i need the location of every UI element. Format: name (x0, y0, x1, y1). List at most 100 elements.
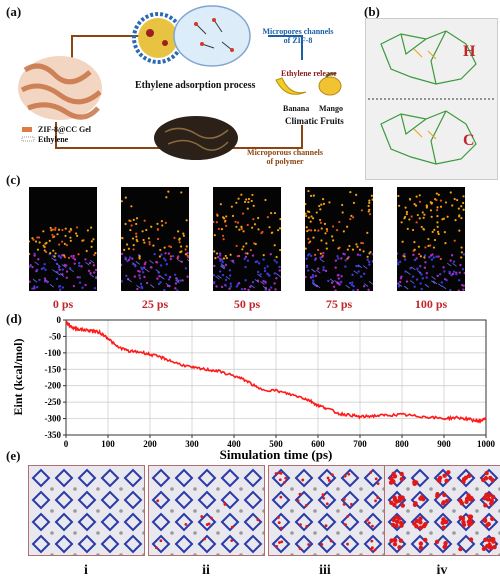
panel-b-structures (365, 18, 498, 180)
energy-curve-series (65, 320, 487, 424)
chart-ticks: 0 100 200 300 400 500 600 700 800 900 1000 0 -50 -100… (45, 315, 496, 449)
polymer-label-line1: Microporous channels (247, 148, 323, 157)
ethylene-molecules (121, 190, 189, 260)
panel-label-e: (e) (6, 448, 21, 463)
legend-gel-label: ZIF-8@CC Gel (38, 125, 91, 134)
structure-h-ligands (413, 48, 437, 60)
polymer-label: Microporous channels of polymer (240, 148, 330, 166)
framework-panel-i-svg (31, 468, 144, 555)
adsorbed-ethylene (274, 471, 380, 552)
framework-panel-ii (148, 465, 265, 556)
x-tick-label: 400 (227, 439, 241, 449)
framework-label-i: i (84, 563, 88, 578)
y-tick-label: -200 (45, 381, 62, 391)
framework-panel-iv-svg (387, 468, 500, 555)
structure-h-bonds (380, 30, 477, 85)
framework-panel-iv (384, 465, 500, 556)
x-tick-label: 200 (143, 439, 157, 449)
chart-grid (65, 319, 487, 436)
y-tick-label: 0 (57, 315, 62, 325)
micropores-label-line1: Micropores channels (262, 27, 334, 36)
x-axis-label: Simulation time (ps) (220, 447, 333, 462)
framework-layer (213, 252, 281, 291)
framework-lattice (31, 468, 144, 555)
y-axis-label: Eint (kcal/mol) (11, 338, 25, 415)
x-tick-label: 1000 (477, 439, 496, 449)
y-tick-label: -300 (45, 414, 62, 424)
structure-c-bonds (380, 110, 477, 165)
legend-ethylene-marker (21, 136, 35, 142)
ethylene-molecules (29, 226, 97, 259)
x-tick-label: 800 (395, 439, 409, 449)
x-tick-label: 100 (101, 439, 115, 449)
y-tick-label: -250 (45, 397, 62, 407)
ethylene-molecules (305, 189, 373, 260)
polymer-label-line2: of polymer (266, 157, 304, 166)
pore-molecules (195, 19, 233, 51)
snapshot-50ps-svg (213, 193, 281, 291)
framework-layer (305, 251, 373, 291)
molecular-structures (368, 30, 495, 165)
framework-label-iii: iii (319, 563, 331, 578)
panel-a-schematic (0, 0, 360, 175)
snapshot-75ps-svg (305, 189, 373, 291)
connector-bottom-right (232, 125, 303, 149)
y-tick-label: -150 (45, 364, 62, 374)
structure-c-label: C (463, 132, 475, 149)
panel-label-d: (d) (6, 311, 22, 326)
time-label-4: 100 ps (414, 297, 448, 311)
framework-lattice (151, 468, 264, 555)
structure-c-ligands (413, 128, 437, 140)
release-label: Ethylene release (281, 69, 337, 78)
framework-layer (29, 252, 97, 291)
time-label-3: 75 ps (325, 297, 353, 311)
mango-illustration (318, 72, 342, 96)
micropores-label-line2: of ZIF-8 (283, 36, 313, 45)
time-label-1: 25 ps (141, 297, 169, 311)
snapshot-0ps (29, 187, 97, 291)
framework-lattice (271, 468, 384, 555)
framework-panel-iii (268, 465, 385, 556)
mango-label: Mango (319, 104, 343, 113)
energy-chart-svg: 0 100 200 300 400 500 600 700 800 900 1000 0 -50 -100… (11, 315, 496, 462)
connector-top-left (71, 35, 140, 62)
adsorbed-ethylene (154, 499, 260, 550)
gel-blob (18, 56, 102, 120)
framework-lattice (387, 468, 500, 555)
pore-atoms (194, 18, 234, 52)
process-title: Ethylene adsorption process (135, 80, 256, 91)
adsorbed-ethylene (388, 470, 497, 552)
polymer-ellipse (154, 116, 238, 160)
x-tick-label: 600 (311, 439, 325, 449)
panel-label-b: (b) (364, 4, 380, 19)
snapshot-75ps (305, 187, 373, 291)
time-label-0: 0 ps (52, 297, 74, 311)
snapshot-50ps (213, 187, 281, 291)
x-tick-label: 900 (437, 439, 451, 449)
framework-panel-iii-svg (271, 468, 384, 555)
legend-gel-marker (22, 127, 32, 132)
adsorption-schematic (18, 5, 342, 160)
banana-illustration (275, 77, 307, 95)
framework-panel-ii-svg (151, 468, 264, 555)
framework-layer (397, 252, 465, 291)
time-label-2: 50 ps (233, 297, 261, 311)
x-tick-label: 0 (64, 439, 69, 449)
ethylene-molecules (213, 193, 281, 260)
snapshot-25ps-svg (121, 190, 189, 291)
snapshot-100ps (397, 187, 465, 291)
climatic-fruits-label: Climatic Fruits (285, 116, 344, 126)
snapshot-0ps-svg (29, 226, 97, 291)
panel-label-c: (c) (6, 172, 21, 187)
y-tick-label: -50 (49, 331, 61, 341)
framework-label-iv: iv (436, 563, 448, 578)
y-tick-label: -350 (45, 430, 62, 440)
snapshot-25ps (121, 187, 189, 291)
y-tick-label: -100 (45, 348, 62, 358)
pore-zoom-lens (173, 5, 251, 67)
legend-ethylene-label: Ethylene (38, 135, 69, 144)
x-tick-label: 700 (353, 439, 367, 449)
framework-label-ii: ii (202, 563, 210, 578)
connector-bottom-left (55, 122, 160, 149)
structure-h-label: H (463, 43, 476, 60)
